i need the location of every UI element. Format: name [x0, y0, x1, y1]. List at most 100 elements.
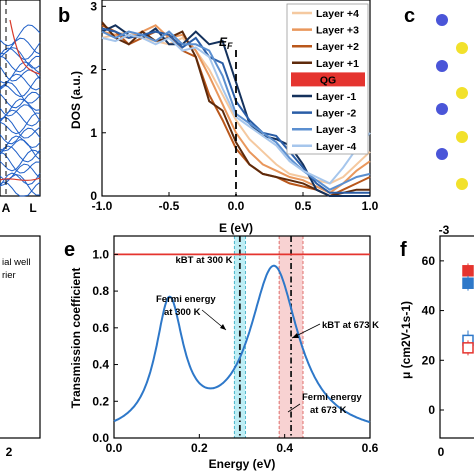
qg-legend-swatch	[291, 72, 365, 87]
fermi-level-label: EF	[219, 35, 233, 51]
tr-xtick-label: 0.6	[362, 441, 379, 455]
dos-legend-label: QG	[320, 74, 336, 86]
fermi-673-arrow	[287, 403, 301, 413]
band-line-red	[9, 19, 41, 75]
atom-blue	[436, 148, 448, 160]
atom-structure-fragment: -3	[436, 14, 468, 237]
dos-xlabel: E (eV)	[219, 221, 253, 235]
band-line	[0, 139, 41, 161]
atom-blue	[436, 60, 448, 72]
left-legend-1: ial well	[2, 257, 31, 268]
band-line	[0, 112, 41, 135]
kbt-bands	[233, 236, 304, 438]
dos-series-line	[101, 24, 370, 197]
band-line	[0, 135, 41, 156]
left-lower-fragment: ial well rier 2	[0, 235, 41, 459]
atom-blue	[436, 14, 448, 26]
band-line	[0, 173, 41, 196]
dos-ytick-label: 3	[90, 0, 97, 13]
tr-xtick-label: 0.2	[191, 441, 208, 455]
dos-legend-label: Layer +1	[316, 58, 359, 70]
fermi-300-label-2: at 300 K	[164, 307, 201, 318]
dos-legend-label: Layer -2	[316, 108, 356, 120]
band-xtick-l: L	[29, 201, 36, 215]
band-line	[0, 61, 41, 84]
band-line	[0, 151, 41, 174]
left-lower-xtick: 2	[6, 445, 13, 459]
panel-label-e: e	[64, 239, 75, 261]
mob-ytick-label: 40	[422, 304, 436, 318]
dos-legend-label: Layer +3	[316, 25, 359, 37]
band-line-red	[0, 177, 41, 181]
tr-ytick-label: 0.0	[92, 431, 109, 445]
dos-legend: Layer +4 Layer +3 Layer +2 Layer +1 QG Layer …	[286, 3, 369, 155]
tr-yticks: 0.0 0.2 0.4 0.6 0.8 1.0	[92, 247, 118, 445]
dos-legend-label: Layer -3	[316, 124, 356, 136]
panel-label-c: c	[404, 5, 415, 27]
dos-legend-label: Layer +2	[316, 41, 359, 53]
mob-ytick-label: 20	[422, 353, 436, 367]
panel-label-b: b	[58, 5, 70, 27]
tr-xtick-label: 0.0	[106, 441, 123, 455]
mob-point	[462, 342, 474, 354]
left-lower-frame	[0, 235, 41, 439]
dos-ytick-label: 2	[90, 63, 97, 77]
c-tick: -3	[439, 223, 450, 237]
mob-axes-frame	[439, 235, 474, 439]
atom-yellow	[456, 87, 468, 99]
band-line	[0, 109, 41, 127]
mob-yticks: 0 20 40 60	[422, 254, 444, 417]
tr-ytick-label: 0.4	[92, 358, 109, 372]
dos-legend-label: Layer -4	[316, 141, 356, 153]
band-line	[0, 127, 41, 145]
band-line	[0, 81, 41, 104]
dos-ytick-label: 0	[90, 189, 97, 203]
band-lines	[0, 19, 41, 197]
band-line	[0, 145, 41, 163]
tr-xlabel: Energy (eV)	[209, 457, 276, 471]
tr-xtick-label: 0.4	[276, 441, 293, 455]
mob-point	[462, 277, 474, 289]
tr-ytick-label: 1.0	[92, 247, 109, 261]
band-xtick-a: A	[2, 201, 11, 215]
band-line	[0, 24, 41, 47]
mob-xtick-0: 0	[438, 445, 445, 459]
band-line	[0, 172, 41, 187]
atom-yellow	[456, 178, 468, 190]
band-line	[0, 75, 41, 98]
band-line	[0, 55, 41, 73]
left-legend-2: rier	[2, 270, 16, 281]
atom-blue	[436, 103, 448, 115]
fermi-300-arrowhead	[220, 324, 226, 330]
dos-xtick-label: 0.0	[228, 199, 245, 213]
mob-ylabel: μ (cm2V-1s-1)	[399, 301, 413, 379]
band-line	[0, 163, 41, 181]
dos-xtick-label: 1.0	[362, 199, 379, 213]
dos-chart: EF -1.0 -0.5 0.0 0.5 1.0 0 1 2 3 E (eV) DOS (a.…	[69, 0, 379, 235]
dos-legend-label: Layer +4	[316, 8, 359, 20]
tr-ylabel: Transmission coefficient	[69, 268, 83, 409]
band-line	[0, 116, 41, 139]
mob-ytick-label: 60	[422, 254, 436, 268]
band-structure-fragment: A L	[0, 0, 41, 215]
tr-axes-frame	[113, 235, 371, 439]
dos-legend-label: Layer -1	[316, 91, 356, 103]
dos-ytick-label: 1	[90, 126, 97, 140]
band-line	[0, 149, 41, 172]
fermi-673-label-2: at 673 K	[310, 405, 347, 416]
band-line	[0, 91, 41, 109]
tr-ytick-label: 0.6	[92, 321, 109, 335]
transmission-chart: 0.0 0.2 0.4 0.6 0.0 0.2 0.4 0.6 0.8 1.0 Energy (…	[69, 235, 379, 471]
tr-ytick-label: 0.2	[92, 394, 109, 408]
dos-xtick-label: 0.5	[295, 199, 312, 213]
dos-xticks: -1.0 -0.5 0.0 0.5 1.0	[92, 192, 379, 213]
atom-yellow	[456, 131, 468, 143]
mob-points	[462, 263, 474, 356]
tr-xticks: 0.0 0.2 0.4 0.6	[106, 434, 379, 455]
kbt-band	[234, 236, 246, 438]
band-line	[0, 181, 41, 197]
mob-point	[462, 265, 474, 277]
dos-xtick-label: -1.0	[92, 199, 113, 213]
kbt-300-label: kBT at 300 K	[175, 255, 232, 266]
